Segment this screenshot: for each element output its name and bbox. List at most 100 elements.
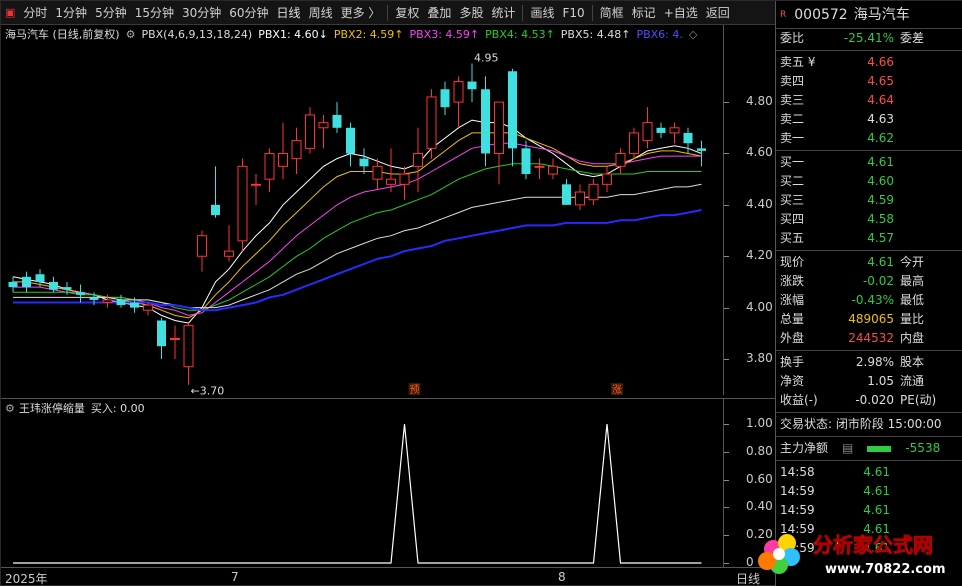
candle-body[interactable] [291,140,302,160]
bid-row[interactable]: 买四 4.58 [776,210,962,229]
candle-body[interactable] [157,320,166,347]
toolbar-item[interactable]: 60分钟 [229,5,269,20]
candle-body[interactable] [305,114,315,149]
candle-body[interactable] [494,101,504,154]
toolbar-item[interactable]: 1分钟 [55,5,88,20]
candle-body[interactable] [615,152,626,167]
price-chart[interactable]: 4.95 ←3.70 预 涨 [1,43,723,395]
ask-row[interactable]: 卖五 ¥ 4.66 [776,53,962,72]
stats2-row[interactable]: 换手 2.98% 股本 [776,353,962,372]
toolbar-item[interactable]: 画线 [530,5,555,20]
main-flow-row[interactable]: 主力净额 ▤ -5538 [776,439,962,458]
candle-body[interactable] [588,183,599,201]
toolbar-item[interactable]: 复权 [395,5,420,20]
bid-row[interactable]: 买一 4.61 [776,153,962,172]
candle-body[interactable] [224,250,234,257]
candle-body[interactable] [251,183,261,186]
candle-body[interactable] [359,158,369,167]
candle-body[interactable] [278,152,288,167]
candle-body[interactable] [399,173,410,185]
candle-body[interactable] [508,71,517,149]
stats2-row[interactable]: 收益(-) -0.020 PE(动) [776,391,962,410]
ask-row[interactable]: 卖三 4.64 [776,91,962,110]
toolbar-item[interactable]: 5分钟 [95,5,127,20]
collapse-icon[interactable]: ◇ [688,27,698,41]
candle-body[interactable] [562,184,571,205]
candle-body[interactable] [534,165,545,168]
candle-body[interactable] [62,287,72,290]
indicator-name[interactable]: PBX(4,6,9,13,18,24) [141,27,253,41]
candle-body[interactable] [602,173,612,185]
candle-body[interactable] [683,132,693,144]
candle-body[interactable] [49,281,58,290]
stats2-row[interactable]: 净资 1.05 流通 [776,372,962,391]
candle-body[interactable] [629,132,639,154]
candle-body[interactable] [669,127,680,134]
bid-row[interactable]: 买三 4.59 [776,191,962,210]
toolbar-item[interactable]: 更多 〉 [340,5,381,20]
stat-row[interactable]: 外盘 244532 内盘 [776,329,962,348]
toolbar-item[interactable]: 15分钟 [134,5,174,20]
toolbar-item[interactable]: 多股 [459,5,484,20]
candle-body[interactable] [346,127,355,154]
candle-body[interactable] [102,299,113,304]
candle-body[interactable] [170,337,180,340]
stat-row[interactable]: 总量 489065 量比 [776,310,962,329]
candle-body[interactable] [264,152,275,180]
pane-divider[interactable] [1,398,775,399]
candle-body[interactable] [426,96,437,149]
candle-body[interactable] [548,165,558,175]
ask-row[interactable]: 卖四 4.65 [776,72,962,91]
candle-body[interactable] [35,274,45,282]
toolbar-item[interactable]: 标记 [631,5,656,20]
candle-body[interactable] [89,297,99,300]
candle-body[interactable] [8,281,18,288]
toolbar-item[interactable]: 周线 [308,5,333,20]
toolbar-item[interactable]: 30分钟 [181,5,222,20]
candle-body[interactable] [22,276,31,288]
toolbar-item[interactable]: 返回 [705,5,730,20]
toolbar-item[interactable]: 日线 [276,5,301,20]
candle-body[interactable] [521,148,531,175]
candle-body[interactable] [372,165,383,180]
candle-body[interactable] [197,235,207,257]
candle-body[interactable] [76,292,85,295]
stat-row[interactable]: 涨跌 -0.02 最高 [776,272,962,291]
panel-toggle-icon[interactable]: ▣ [5,6,16,19]
toolbar-item[interactable]: F10 [562,5,585,20]
candle-body[interactable] [183,325,194,368]
candle-body[interactable] [130,302,139,308]
toolbar-item[interactable]: +自选 [663,5,698,20]
stat-row[interactable]: 现价 4.61 今开 [776,253,962,272]
sub-chart[interactable] [1,416,723,567]
candle-body[interactable] [211,204,220,216]
candle-body[interactable] [237,165,248,242]
toolbar-item[interactable]: 统计 [491,5,516,20]
candle-body[interactable] [143,304,153,311]
candle-body[interactable] [467,81,477,90]
candle-body[interactable] [413,152,423,167]
bid-row[interactable]: 买二 4.60 [776,172,962,191]
settings-icon[interactable]: ⚙ [125,27,136,41]
candle-body[interactable] [453,81,464,103]
sub-indicator-title[interactable]: 王玮涨停缩量 [18,402,85,415]
candle-body[interactable] [386,178,396,185]
candle-body[interactable] [332,114,342,128]
candle-body[interactable] [116,299,126,306]
stat-row[interactable]: 涨幅 -0.43% 最低 [776,291,962,310]
candle-body[interactable] [642,122,653,142]
bid-row[interactable]: 买五 4.57 [776,229,962,248]
candle-body[interactable] [697,148,706,151]
toolbar-item[interactable]: 简框 [599,5,624,20]
sub-settings-icon[interactable]: ⚙ [5,401,15,415]
candle-body[interactable] [318,122,329,129]
menu-icon[interactable]: ▤ [842,441,854,455]
candle-body[interactable] [656,127,666,133]
toolbar-item[interactable]: 分时 [23,5,48,20]
toolbar-item[interactable]: 叠加 [427,5,452,20]
candle-body[interactable] [575,191,585,206]
candle-body[interactable] [440,89,450,108]
ask-row[interactable]: 卖一 4.62 [776,129,962,148]
ask-row[interactable]: 卖二 4.63 [776,110,962,129]
candle-body[interactable] [481,89,490,154]
